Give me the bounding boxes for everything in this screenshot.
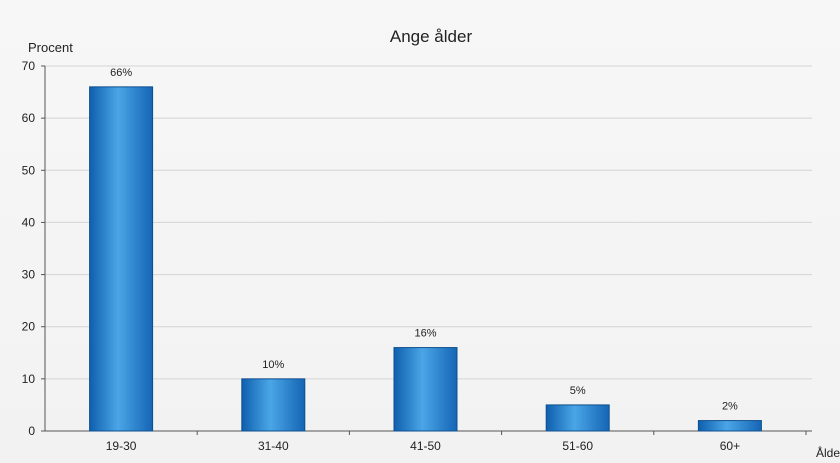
bar-41-50 <box>393 347 458 432</box>
data-label: 5% <box>570 385 586 397</box>
x-tick-label: 51-60 <box>562 439 593 453</box>
y-tick-label: 40 <box>22 215 36 229</box>
bar-51-60 <box>545 404 610 432</box>
x-tick-label: 41-50 <box>410 439 441 453</box>
x-tick-label: 19-30 <box>106 439 137 453</box>
y-tick-label: 10 <box>22 372 36 386</box>
y-tick-label: 50 <box>22 163 36 177</box>
chart-title: Ange ålder <box>390 27 473 46</box>
data-label: 10% <box>262 359 284 371</box>
x-tick-label: 31-40 <box>258 439 289 453</box>
labels: 0 10 20 30 40 50 60 70 19-30 66% 31-40 10% 41-50 16% 5… <box>22 59 740 453</box>
y-tick-label: 70 <box>22 59 36 73</box>
y-tick-label: 30 <box>22 268 36 282</box>
y-tick-label: 60 <box>22 111 36 125</box>
data-label: 2% <box>722 401 738 413</box>
bar-31-40 <box>241 378 306 432</box>
bars <box>89 86 762 432</box>
y-tick-label: 20 <box>22 320 36 334</box>
data-label: 66% <box>110 67 132 79</box>
data-label: 16% <box>414 328 436 340</box>
y-tick-label: 0 <box>28 424 35 438</box>
grid <box>45 65 812 380</box>
bar-19-30 <box>89 86 154 432</box>
x-axis-label: Ålder <box>816 445 840 460</box>
bar-60+ <box>697 420 762 432</box>
x-tick-label: 60+ <box>720 439 740 453</box>
y-axis-label: Procent <box>28 40 73 55</box>
